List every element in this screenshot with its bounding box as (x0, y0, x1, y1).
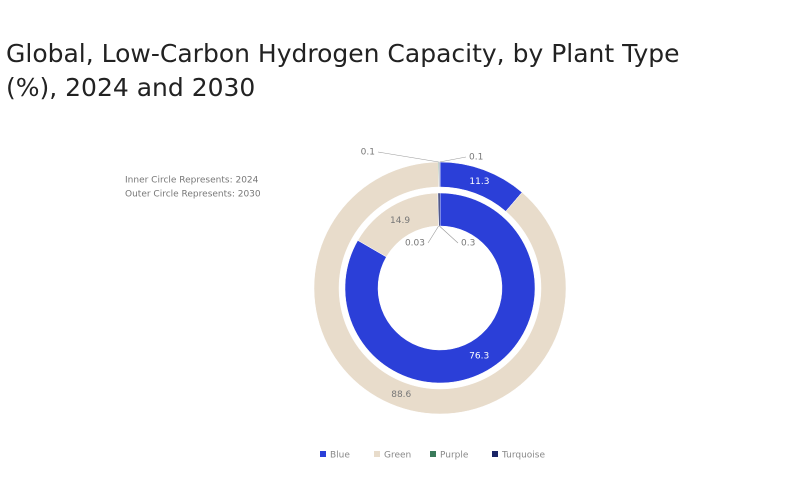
leader-line (439, 156, 467, 163)
leader-line (377, 151, 439, 163)
data-label: 76.3 (469, 352, 489, 362)
leader-line (439, 225, 459, 244)
legend-swatch (492, 451, 498, 457)
annotation: Inner Circle Represents: 2024 (125, 176, 259, 186)
annotation: Outer Circle Represents: 2030 (125, 190, 261, 200)
donut-segment (437, 192, 441, 227)
donut-segment (438, 161, 441, 188)
legend-swatch (320, 451, 326, 457)
data-label: 0.1 (469, 153, 483, 163)
legend-label: Blue (330, 451, 350, 461)
legend-swatch (430, 451, 436, 457)
data-label: 14.9 (390, 216, 410, 226)
legend-label: Turquoise (501, 451, 545, 461)
donut-segment (313, 161, 567, 415)
data-label: 88.6 (391, 390, 411, 400)
data-label: 0.03 (405, 239, 425, 249)
chart-title: Global, Low-Carbon Hydrogen Capacity, by… (6, 39, 680, 68)
data-label: 11.3 (469, 177, 489, 187)
legend-label: Green (384, 451, 411, 461)
data-label: 0.1 (361, 148, 375, 158)
legend-label: Purple (440, 451, 469, 461)
leader-line (427, 225, 439, 244)
chart-title: (%), 2024 and 2030 (6, 73, 255, 102)
data-label: 0.3 (461, 239, 475, 249)
donut-segment (344, 192, 536, 384)
legend-swatch (374, 451, 380, 457)
